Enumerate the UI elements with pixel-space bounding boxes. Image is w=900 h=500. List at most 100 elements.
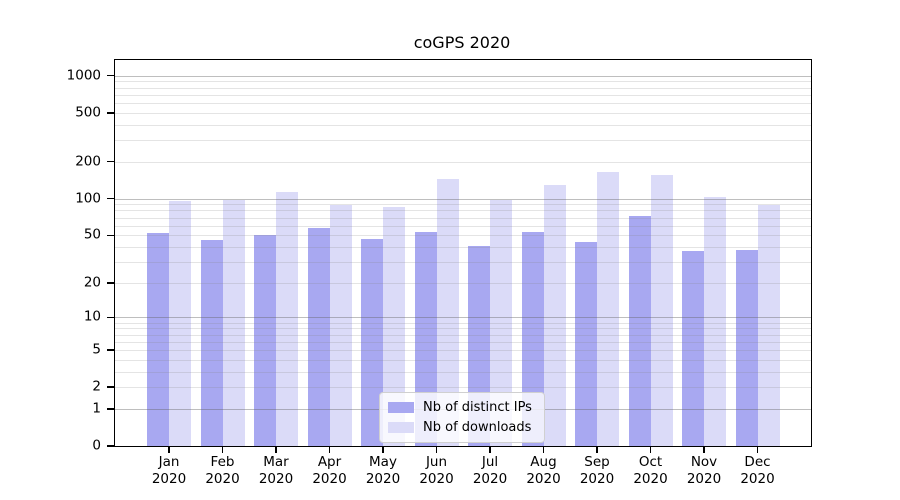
minor-gridline-300 (115, 140, 811, 142)
minor-gridline-60 (115, 225, 811, 227)
y-tick-2 (107, 386, 114, 388)
axis-ticks-layer: 0 1 2 5 10 20 50 100 200 500 1000 Jan 2020 Feb 2020 Mar… (67, 60, 811, 488)
x-tick-label-sep: Sep 2020 (579, 454, 615, 487)
x-tick-dec (756, 446, 759, 453)
x-tick-label-nov: Nov 2020 (686, 454, 722, 487)
bar-downloads-jul (490, 199, 512, 446)
bar-downloads-aug (543, 184, 566, 446)
x-tick-label-jul: Jul 2020 (472, 454, 508, 487)
plot-area: 0 1 2 5 10 20 50 100 200 500 1000 Jan 2020 Feb 2020 Mar… (67, 59, 812, 488)
bar-downloads-mar (276, 192, 298, 446)
x-tick-apr (328, 446, 331, 453)
y-tick-label-500: 500 (75, 104, 101, 121)
major-gridline-10 (115, 317, 811, 319)
major-gridline-100 (115, 198, 811, 200)
minor-gridline-70 (115, 217, 811, 219)
legend: Nb of distinct IPs Nb of downloads (379, 392, 545, 443)
minor-gridline-80 (115, 210, 811, 212)
y-tick-label-5: 5 (92, 341, 101, 358)
x-tick-jan (168, 446, 170, 453)
bar-downloads-nov (704, 197, 726, 446)
minor-gridline-20 (115, 282, 811, 284)
minor-gridline-30 (115, 261, 811, 263)
minor-gridline-6 (115, 341, 811, 343)
minor-gridline-3 (115, 371, 811, 373)
y-tick-50 (107, 234, 114, 236)
x-tick-label-oct: Oct 2020 (633, 454, 668, 487)
bar-ips-apr (307, 228, 330, 446)
y-tick-1000 (107, 75, 114, 77)
minor-gridline-700 (115, 94, 811, 96)
legend-label-distinct-ips: Nb of distinct IPs (423, 400, 532, 415)
bar-ips-feb (200, 239, 223, 446)
minor-gridline-200 (115, 161, 811, 163)
minor-gridline-40 (115, 246, 811, 248)
bar-downloads-jun (436, 178, 459, 446)
y-tick-0 (107, 445, 114, 447)
x-tick-mar (275, 446, 277, 453)
minor-gridline-50 (115, 235, 811, 237)
x-tick-label-aug: Aug 2020 (526, 454, 561, 487)
minor-gridline-500 (115, 112, 811, 114)
minor-gridline-8 (115, 328, 811, 330)
bar-ips-sep (575, 241, 597, 446)
y-tick-20 (107, 282, 114, 284)
y-tick-100 (107, 197, 114, 200)
minor-gridline-2 (115, 387, 811, 389)
x-tick-aug (542, 446, 545, 453)
y-tick-label-1000: 1000 (66, 67, 101, 84)
x-tick-label-may: May 2020 (365, 454, 401, 487)
bar-ips-dec (735, 249, 758, 446)
x-tick-oct (649, 446, 652, 453)
y-tick-label-50: 50 (83, 226, 101, 243)
bar-downloads-jan (169, 201, 191, 446)
minor-gridline-90 (115, 204, 811, 206)
legend-item-downloads: Nb of downloads (388, 419, 536, 436)
bar-ips-mar (254, 235, 276, 446)
bar-ips-oct (628, 216, 651, 446)
x-tick-sep (596, 446, 598, 453)
minor-gridline-400 (115, 124, 811, 126)
x-tick-jun (435, 446, 438, 453)
minor-gridline-4 (115, 359, 811, 361)
y-tick-1 (107, 408, 114, 410)
bar-ips-jan (147, 233, 169, 446)
legend-swatch-distinct-ips (388, 402, 414, 413)
minor-gridline-600 (115, 103, 811, 105)
grid-layer (115, 60, 811, 446)
major-gridline-1000 (115, 75, 811, 77)
minor-gridline-5 (115, 349, 811, 351)
x-tick-nov (703, 446, 705, 453)
y-tick-label-200: 200 (75, 153, 101, 170)
y-tick-label-20: 20 (83, 274, 101, 291)
x-tick-feb (221, 446, 224, 453)
bar-ips-nov (682, 251, 704, 446)
bar-downloads-may (383, 207, 405, 446)
minor-gridline-800 (115, 87, 811, 89)
y-tick-label-2: 2 (92, 378, 101, 395)
x-tick-label-dec: Dec 2020 (740, 454, 775, 487)
chart-title: coGPS 2020 (413, 33, 511, 52)
legend-swatch-downloads (388, 422, 414, 433)
bar-downloads-feb (222, 200, 245, 446)
y-tick-label-10: 10 (83, 308, 101, 325)
y-tick-10 (107, 316, 114, 319)
bar-downloads-dec (757, 204, 780, 446)
minor-gridline-9 (115, 322, 811, 324)
legend-item-distinct-ips: Nb of distinct IPs (388, 399, 536, 416)
x-tick-label-jun: Jun 2020 (419, 454, 454, 487)
bar-downloads-sep (597, 172, 619, 446)
minor-gridline-900 (115, 81, 811, 83)
x-tick-label-feb: Feb 2020 (205, 454, 240, 487)
y-tick-label-1: 1 (92, 400, 101, 417)
y-tick-200 (107, 161, 114, 163)
y-tick-label-0: 0 (92, 437, 101, 454)
x-tick-may (382, 446, 384, 453)
minor-gridline-7 (115, 334, 811, 336)
x-tick-label-mar: Mar 2020 (258, 454, 294, 487)
bar-ips-may (361, 238, 383, 446)
x-tick-label-apr: Apr 2020 (312, 454, 347, 487)
x-tick-label-jan: Jan 2020 (151, 454, 187, 487)
x-tick-jul (489, 446, 491, 453)
